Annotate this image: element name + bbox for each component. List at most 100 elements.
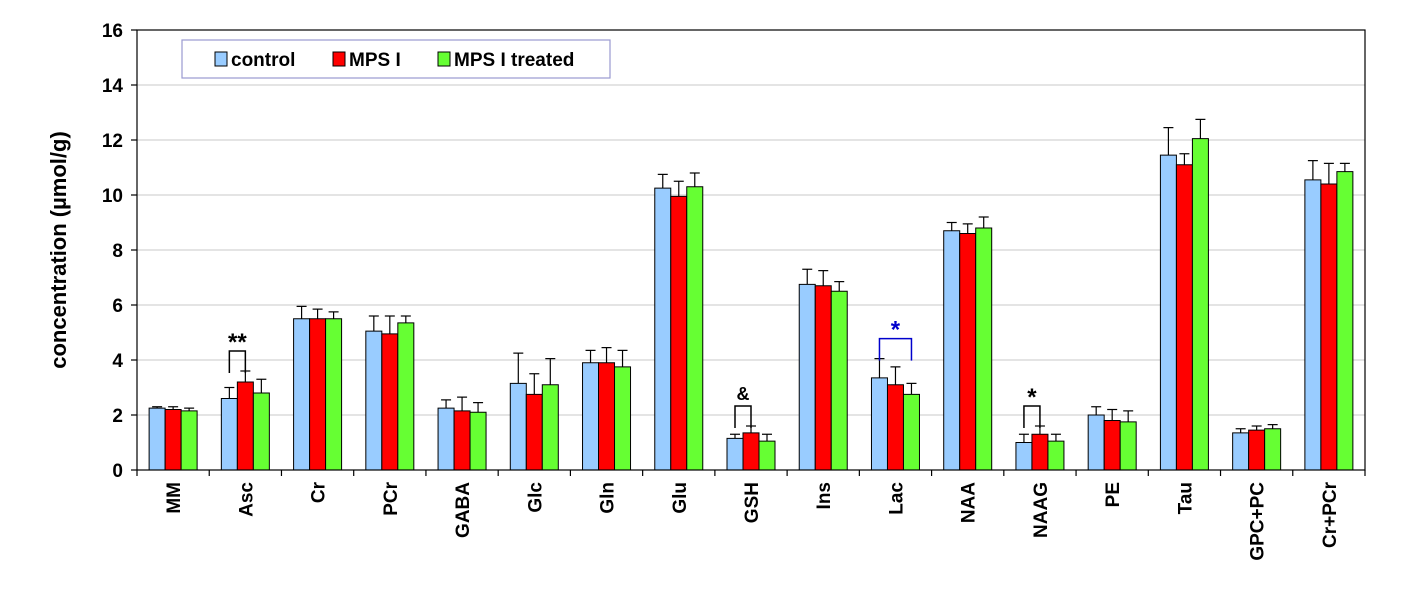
y-tick-label: 0: [112, 461, 123, 482]
significance-label: &: [737, 384, 750, 404]
legend-label: control: [231, 50, 295, 71]
y-tick-label: 10: [102, 186, 123, 207]
x-tick-labels: MM Asc Cr PCr GABA Glc Gln Glu GSH Ins Lac NAA NAAG P…: [164, 481, 1341, 560]
significance-label: *: [1027, 384, 1037, 411]
bar-mps-i: [525, 393, 543, 471]
bar-mps-i: [381, 333, 399, 471]
bar-control: [726, 437, 744, 471]
bar-mps-i-treated: [1336, 171, 1354, 471]
y-tick-label: 2: [112, 406, 123, 427]
bar-mps-i: [309, 318, 327, 471]
bar-mps-i: [959, 233, 977, 471]
axes: [131, 29, 1366, 476]
bar-mps-i-treated: [614, 366, 632, 471]
bar-control: [1159, 154, 1177, 471]
bars: [148, 138, 1354, 471]
significance-bracket: [1023, 405, 1041, 428]
bar-mps-i-treated: [469, 411, 487, 471]
bar-mps-i: [670, 195, 688, 471]
bar-mps-i: [742, 432, 760, 471]
legend-box: [181, 39, 611, 79]
x-tick-label: MM: [164, 482, 185, 514]
bar-mps-i-treated: [1119, 421, 1137, 471]
bar-mps-i-treated: [902, 393, 920, 471]
significance-annotations: **&**: [228, 317, 1041, 428]
x-tick-label: PCr: [381, 481, 402, 515]
x-tick-label: Ins: [814, 482, 835, 509]
bar-control: [1232, 432, 1250, 471]
bar-control: [582, 362, 600, 471]
bar-mps-i-treated: [541, 384, 559, 471]
bar-mps-i: [814, 285, 832, 471]
y-axis-label: concentration (µmol/g): [46, 131, 71, 369]
legend-label: MPS I treated: [454, 50, 574, 71]
y-tick-labels: 0 2 4 6 8 10 12 14 16: [102, 21, 124, 482]
bar-control: [1087, 414, 1105, 471]
bar-mps-i-treated: [686, 186, 704, 471]
x-tick-label: Tau: [1175, 482, 1196, 514]
significance-bracket: [228, 350, 247, 373]
bar-mps-i: [1248, 429, 1266, 471]
bar-control: [437, 407, 455, 471]
bar-control: [1304, 179, 1322, 471]
x-tick-label: NAA: [959, 482, 980, 523]
x-tick-label: Lac: [886, 482, 907, 515]
bar-mps-i-treated: [1264, 428, 1282, 471]
bar-control: [509, 382, 527, 471]
bar-control: [870, 377, 888, 471]
bar-mps-i: [164, 409, 182, 471]
bar-mps-i: [1320, 183, 1338, 471]
legend-swatch: [332, 51, 346, 67]
x-tick-label: Asc: [236, 482, 257, 517]
bar-control: [1015, 442, 1033, 471]
x-tick-label: GPC+PC: [1248, 482, 1269, 561]
x-tick-label: Cr: [309, 481, 330, 503]
y-tick-label: 16: [102, 21, 123, 42]
bar-mps-i: [453, 410, 471, 471]
legend-label: MPS I: [349, 50, 401, 71]
y-tick-label: 4: [112, 351, 123, 372]
x-tick-label: PE: [1103, 482, 1124, 507]
bar-mps-i-treated: [1191, 138, 1209, 471]
y-tick-label: 6: [112, 296, 123, 317]
significance-label: *: [891, 317, 901, 344]
bar-mps-i-treated: [325, 318, 343, 471]
significance-bracket: [878, 337, 913, 361]
y-tick-label: 8: [112, 241, 123, 262]
bar-mps-i-treated: [1047, 440, 1065, 471]
bar-mps-i: [1175, 164, 1193, 471]
x-tick-label: GABA: [453, 482, 474, 538]
significance-label: **: [228, 329, 247, 356]
bar-mps-i-treated: [975, 227, 993, 471]
legend: control MPS I MPS I treated: [181, 39, 611, 79]
bar-mps-i: [598, 362, 616, 471]
bar-mps-i-treated: [830, 290, 848, 471]
bar-control: [220, 398, 238, 471]
x-tick-label: Gln: [598, 482, 619, 514]
bar-mps-i: [886, 384, 904, 471]
bar-control: [148, 407, 166, 471]
x-tick-label: Cr+PCr: [1320, 481, 1341, 548]
y-tick-label: 12: [102, 131, 123, 152]
y-tick-label: 14: [102, 76, 124, 97]
x-tick-label: NAAG: [1031, 482, 1052, 538]
legend-swatch: [214, 51, 228, 67]
bar-mps-i: [1103, 420, 1121, 471]
bar-control: [654, 187, 672, 471]
x-tick-label: GSH: [742, 482, 763, 523]
bar-mps-i-treated: [180, 410, 198, 471]
bar-mps-i: [236, 381, 254, 471]
significance-bracket: [734, 405, 752, 428]
bar-control: [365, 330, 383, 471]
x-tick-label: Glu: [670, 482, 691, 514]
bar-mps-i-treated: [397, 322, 415, 471]
bar-mps-i: [1031, 433, 1049, 471]
bar-mps-i-treated: [252, 392, 270, 471]
x-tick-label: Glc: [525, 482, 546, 513]
legend-swatch: [437, 51, 451, 67]
bar-control: [798, 283, 816, 471]
bar-control: [293, 318, 311, 471]
bar-control: [943, 230, 961, 471]
bar-mps-i-treated: [758, 440, 776, 471]
